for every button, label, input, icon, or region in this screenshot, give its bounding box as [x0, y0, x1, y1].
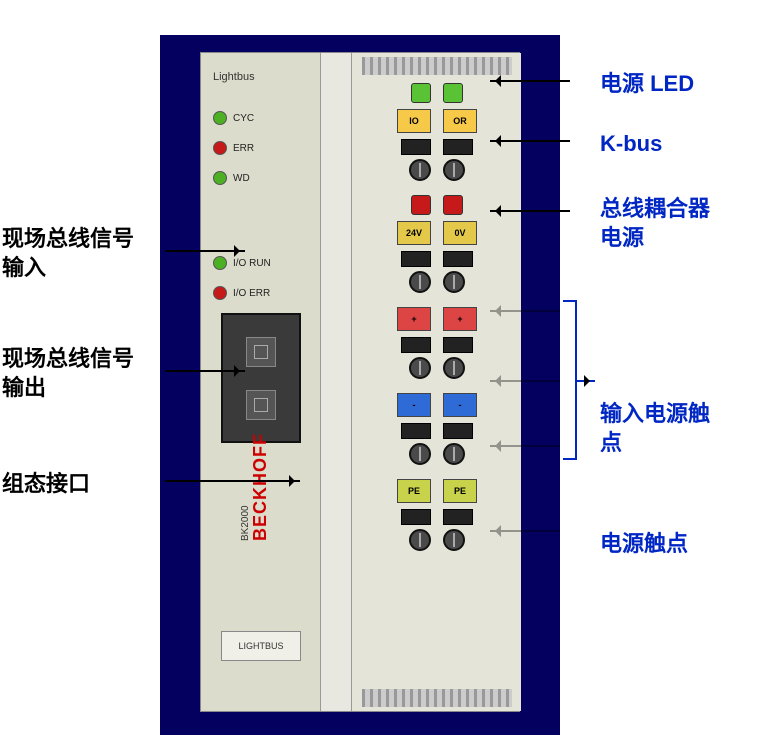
terminal-block-row: --	[387, 393, 487, 417]
terminal-contact	[443, 337, 473, 353]
fiber-port-out	[246, 390, 276, 420]
callout-label-left: 组态接口	[2, 470, 90, 499]
terminal-block-row: ++	[387, 307, 487, 331]
terminal-contact	[401, 251, 431, 267]
terminal-led-pair	[387, 195, 487, 215]
screw-icon	[409, 159, 431, 181]
terminal-block: IO	[397, 109, 431, 133]
status-led: WD	[213, 168, 254, 188]
screw-icon	[443, 529, 465, 551]
terminal-led-icon	[443, 83, 463, 103]
terminal-contact	[443, 251, 473, 267]
terminal-block: 0V	[443, 221, 477, 245]
screw-icon	[409, 271, 431, 293]
terminal-led-icon	[411, 195, 431, 215]
callout-label-right: K-bus	[600, 130, 662, 159]
lightbus-footer-box: LIGHTBUS	[221, 631, 301, 661]
terminal-block: 24V	[397, 221, 431, 245]
terminal-contact	[401, 509, 431, 525]
terminal-column: IOOR24V0V++--PEPE	[387, 83, 487, 565]
arrow-icon	[490, 140, 570, 142]
arrow-icon	[490, 380, 560, 382]
callout-label-right: 输入电源触点	[600, 400, 710, 457]
callout-label-left: 现场总线信号输入	[2, 225, 134, 282]
terminal-block: PE	[443, 479, 477, 503]
callout-label-right: 总线耦合器电源	[600, 195, 710, 252]
status-led: I/O ERR	[213, 283, 271, 303]
terminal-contact-row	[387, 337, 487, 353]
led-label: WD	[233, 173, 250, 184]
terminal-led-icon	[411, 83, 431, 103]
fieldbus-connector	[221, 313, 301, 443]
arrow-icon	[165, 250, 245, 252]
fiber-port-in	[246, 337, 276, 367]
terminal-screw-row	[387, 357, 487, 379]
terminal-block: +	[397, 307, 431, 331]
brand-label: BECKHOFF	[250, 433, 271, 541]
led-icon	[213, 286, 227, 300]
arrow-icon	[490, 310, 560, 312]
terminal-contact	[443, 509, 473, 525]
status-led: CYC	[213, 108, 254, 128]
led-icon	[213, 141, 227, 155]
screw-icon	[443, 271, 465, 293]
terminal-block-row: PE PE	[387, 479, 487, 503]
screw-icon	[409, 529, 431, 551]
led-label: I/O ERR	[233, 288, 270, 299]
callout-label-right: 电源触点	[600, 530, 688, 559]
screw-icon	[443, 357, 465, 379]
terminal-block: OR	[443, 109, 477, 133]
arrow-icon	[165, 370, 245, 372]
screw-icon	[409, 443, 431, 465]
arrow-icon	[490, 530, 560, 532]
lightbus-title: Lightbus	[213, 71, 255, 83]
terminal-contact	[401, 423, 431, 439]
screw-icon	[443, 443, 465, 465]
terminal-contact-row	[387, 251, 487, 267]
terminal-contact	[401, 139, 431, 155]
callout-label-right: 电源 LED	[600, 70, 694, 99]
status-led-group-2: I/O RUN I/O ERR	[213, 253, 271, 313]
bus-coupler-device: Lightbus CYC ERR WD I/O RUN I/O ERR BECKHOF…	[200, 52, 520, 712]
terminal-block: -	[397, 393, 431, 417]
terminal-contact	[443, 139, 473, 155]
arrow-icon	[490, 445, 560, 447]
rail-bottom	[362, 689, 512, 707]
led-icon	[213, 111, 227, 125]
arrow-icon	[490, 210, 570, 212]
terminal-screw-row	[387, 529, 487, 551]
terminal-led-pair	[387, 83, 487, 103]
terminal-block-row: 24V 0V	[387, 221, 487, 245]
callout-label-left: 现场总线信号输出	[2, 345, 134, 402]
led-icon	[213, 171, 227, 185]
led-label: CYC	[233, 113, 254, 124]
terminal-led-icon	[443, 195, 463, 215]
terminal-contact-row	[387, 509, 487, 525]
device-left-module: Lightbus CYC ERR WD I/O RUN I/O ERR BECKHOF…	[201, 53, 321, 711]
terminal-contact	[443, 423, 473, 439]
terminal-contact	[401, 337, 431, 353]
arrow-icon	[165, 480, 300, 482]
terminal-screw-row	[387, 159, 487, 181]
model-label: BK2000	[240, 505, 251, 541]
status-led-group-1: CYC ERR WD	[213, 108, 254, 198]
bracket-icon	[563, 300, 577, 460]
terminal-block: PE	[397, 479, 431, 503]
screw-icon	[409, 357, 431, 379]
terminal-block: -	[443, 393, 477, 417]
terminal-block-row: IO OR	[387, 109, 487, 133]
arrow-icon	[490, 80, 570, 82]
terminal-block: +	[443, 307, 477, 331]
led-label: I/O RUN	[233, 258, 271, 269]
terminal-contact-row	[387, 139, 487, 155]
status-led: ERR	[213, 138, 254, 158]
terminal-screw-row	[387, 443, 487, 465]
screw-icon	[443, 159, 465, 181]
rail-top	[362, 57, 512, 75]
terminal-contact-row	[387, 423, 487, 439]
terminal-screw-row	[387, 271, 487, 293]
led-label: ERR	[233, 143, 254, 154]
led-icon	[213, 256, 227, 270]
